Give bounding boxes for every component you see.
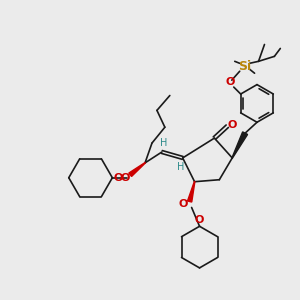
Text: Si: Si	[238, 60, 251, 73]
Polygon shape	[188, 182, 195, 202]
Text: H: H	[177, 162, 184, 172]
Polygon shape	[232, 132, 248, 158]
Text: H: H	[160, 138, 168, 148]
Polygon shape	[129, 163, 145, 176]
Text: O: O	[114, 173, 123, 183]
Text: O: O	[195, 215, 204, 225]
Text: O: O	[178, 200, 188, 209]
Text: O: O	[225, 77, 235, 87]
Text: O: O	[121, 173, 130, 183]
Text: O: O	[227, 120, 237, 130]
